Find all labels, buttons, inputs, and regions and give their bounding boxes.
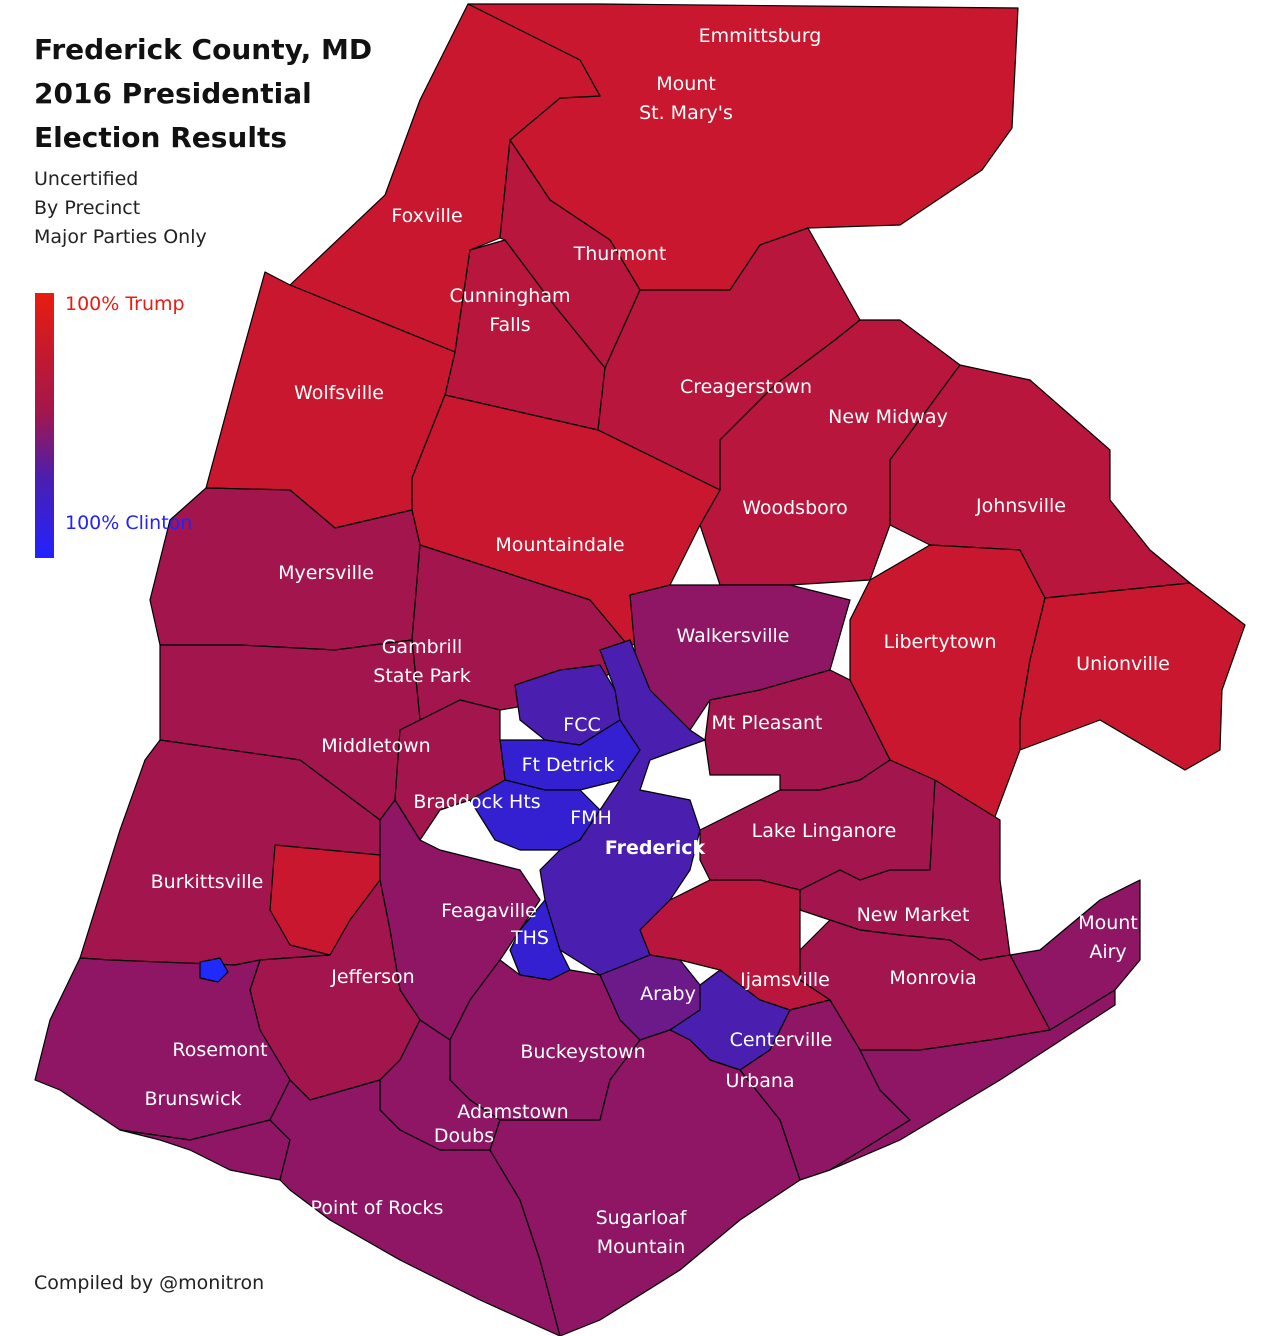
- precinct-label: Foxville: [391, 205, 462, 227]
- precinct-label: Mount Airy: [1078, 912, 1138, 963]
- precinct-rosemont-enclave: [199, 957, 229, 983]
- precinct-label: Feagaville: [441, 900, 537, 922]
- credit-text: Compiled by @monitron: [34, 1272, 265, 1294]
- precinct-label: Buckeystown: [520, 1041, 645, 1063]
- precinct-label: Urbana: [725, 1070, 794, 1092]
- precinct-label: Point of Rocks: [311, 1197, 444, 1219]
- map-title: Frederick County, MD 2016 Presidential E…: [34, 33, 373, 154]
- precinct-label: Burkittsville: [151, 871, 264, 893]
- precinct-label: Cunningham Falls: [450, 285, 571, 336]
- precinct-label: Mt Pleasant: [712, 712, 823, 734]
- legend-trump-label: 100% Trump: [65, 293, 185, 315]
- precinct-label: Gambrill State Park: [373, 636, 470, 687]
- precinct-label: Araby: [640, 983, 696, 1005]
- precinct-southeast: [829, 989, 1116, 1171]
- precinct-label: Creagerstown: [680, 376, 812, 398]
- precinct-label: FCC: [563, 714, 600, 736]
- precinct-label: Mount St. Mary's: [639, 73, 733, 124]
- precinct-label: Walkersville: [677, 625, 790, 647]
- precinct-label: Wolfsville: [294, 382, 384, 404]
- precinct-shapes: [34, 3, 1246, 1336]
- precinct-labels: Emmittsburg Mount St. Mary's Foxville Thurmo…: [144, 25, 1169, 1258]
- precinct-label: Monrovia: [889, 967, 976, 989]
- precinct-label: Mountaindale: [495, 534, 624, 556]
- legend-clinton-label: 100% Clinton: [65, 512, 193, 534]
- precinct-label: FMH: [570, 807, 612, 829]
- precinct-ijamsville: [639, 879, 831, 1011]
- precinct-label: Sugarloaf Mountain: [596, 1207, 688, 1258]
- precinct-label: Braddock Hts: [413, 791, 540, 813]
- precinct-label: Lake Linganore: [752, 820, 897, 842]
- precinct-label: Doubs: [434, 1125, 494, 1147]
- precinct-label: THS: [510, 927, 549, 949]
- precinct-label: Jefferson: [330, 966, 414, 988]
- precinct-label: Centerville: [730, 1029, 833, 1051]
- precinct-label: Thurmont: [573, 243, 667, 265]
- precinct-label: Brunswick: [144, 1088, 241, 1110]
- precinct-label: Rosemont: [172, 1039, 267, 1061]
- precinct-label: Ijamsville: [740, 969, 830, 991]
- precinct-label: Woodsboro: [742, 497, 848, 519]
- precinct-label: Adamstown: [457, 1101, 568, 1123]
- precinct-label: Johnsville: [975, 495, 1066, 517]
- precinct-label: Libertytown: [884, 631, 997, 653]
- precinct-label: Unionville: [1076, 653, 1170, 675]
- precinct-label: Myersville: [278, 562, 374, 584]
- precinct-label: Middletown: [321, 735, 430, 757]
- precinct-sugarloaf: [489, 1029, 801, 1336]
- precinct-label: Ft Detrick: [522, 754, 615, 776]
- precinct-label: New Market: [857, 904, 970, 926]
- precinct-label: Emmittsburg: [699, 25, 822, 47]
- map-subtitle: Uncertified By Precinct Major Parties On…: [34, 168, 207, 248]
- precinct-unionville: [1019, 582, 1246, 771]
- color-scale-bar: [35, 293, 54, 558]
- precinct-label: New Midway: [828, 406, 948, 428]
- precinct-label: Frederick: [605, 837, 706, 859]
- precinct-foxville: [289, 3, 601, 353]
